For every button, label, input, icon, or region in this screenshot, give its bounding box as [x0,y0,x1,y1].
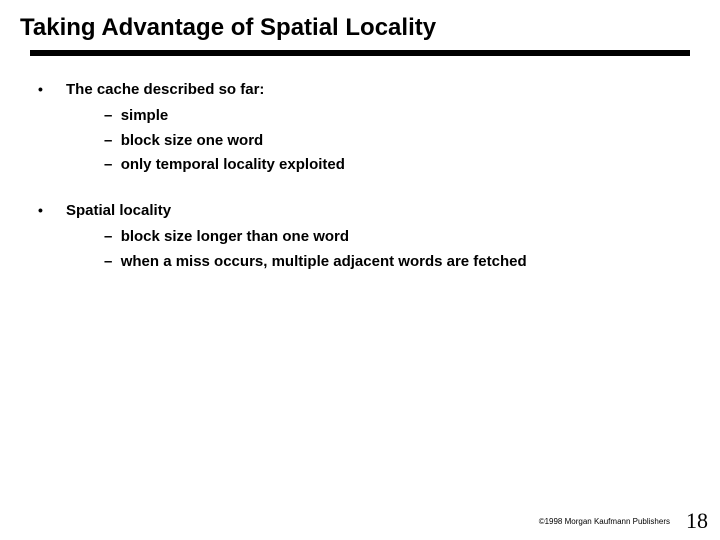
content-area: • The cache described so far: – simple –… [38,80,688,276]
bullet-2-sub-1: – block size longer than one word [104,227,688,247]
title-rule [30,50,690,56]
bullet-1-lead: The cache described so far: [66,80,264,100]
slide-title: Taking Advantage of Spatial Locality [20,14,436,42]
bullet-1-sub-1: – simple [104,106,688,126]
page-number: 18 [686,508,708,534]
bullet-1-sub-2: – block size one word [104,131,688,151]
bullet-1-sub-1-text: simple [121,107,169,124]
bullet-1-sub-3: – only temporal locality exploited [104,155,688,175]
bullet-marker: • [38,201,66,219]
bullet-2-sub-1-text: block size longer than one word [121,228,349,245]
spacer [38,179,688,201]
bullet-marker: • [38,80,66,98]
copyright-label: ©1998 Morgan Kaufmann Publishers [539,517,670,526]
bullet-1-sub-3-text: only temporal locality exploited [121,156,345,173]
bullet-2-lead: Spatial locality [66,201,171,221]
bullet-1: • The cache described so far: [38,80,688,100]
bullet-2-sub-2-text: when a miss occurs, multiple adjacent wo… [121,253,527,270]
bullet-1-sub-2-text: block size one word [121,132,264,149]
bullet-2-sub-2: – when a miss occurs, multiple adjacent … [104,252,688,272]
slide: Taking Advantage of Spatial Locality • T… [0,0,720,540]
bullet-2: • Spatial locality [38,201,688,221]
